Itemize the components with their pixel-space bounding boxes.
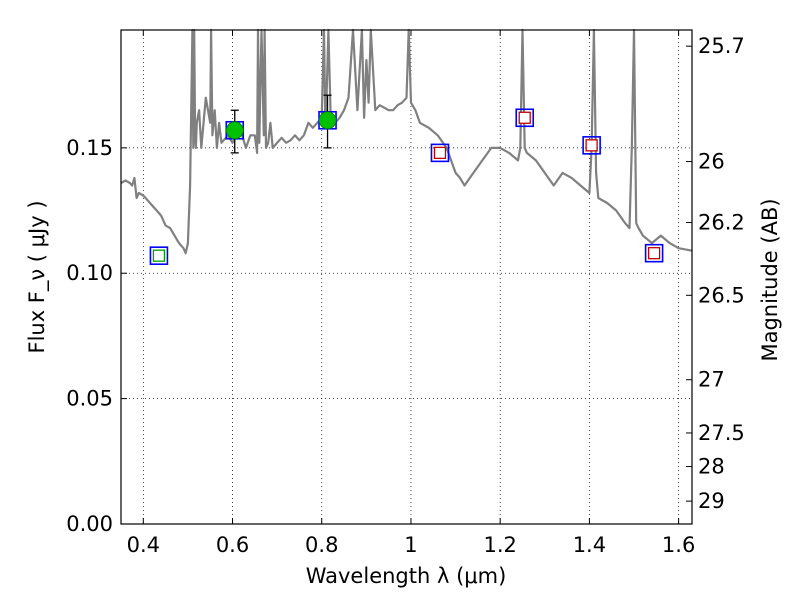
y-tick-label: 0.00: [66, 512, 113, 536]
model-point-outer-box: [582, 136, 601, 155]
y-tick-label: 0.10: [66, 261, 113, 285]
mag-tick-label: 25.7: [698, 34, 745, 58]
detection-point: [318, 111, 337, 130]
plot-frame: [120, 29, 693, 525]
model-point-inner-box: [518, 111, 531, 124]
mag-tick-label: 26.2: [698, 211, 745, 235]
mag-tick-label: 27.5: [698, 421, 745, 445]
axis-ticks: 0.4 0.6 0.8 1 1.2 1.4 1.6 0.00 0.05 0.10 0.15 25.7 2…: [66, 30, 745, 557]
x-axis-label: Wavelength λ (μm): [306, 564, 507, 588]
x-tick-label: 1.2: [483, 533, 516, 557]
y-axis-label: Flux F_ν ( μJy ): [25, 200, 50, 353]
right-axis-label: Magnitude (AB): [758, 198, 782, 361]
model-point-outer-box: [515, 108, 535, 128]
mag-tick-label: 26: [698, 150, 725, 174]
x-tick-label: 1: [404, 533, 417, 557]
template-spectrum-line: [120, 28, 693, 255]
model-point-inner-box: [585, 139, 598, 152]
y-tick-label: 0.05: [66, 387, 113, 411]
y-tick-label: 0.15: [66, 136, 113, 160]
plot-area: [120, 28, 693, 265]
model-point-outer-box: [430, 143, 450, 163]
model-point-outer-box: [644, 243, 664, 263]
model-point-outer-box: [149, 246, 169, 265]
x-tick-label: 0.4: [127, 533, 160, 557]
model-point-inner-box: [433, 146, 447, 160]
model-point-inner-box: [152, 249, 166, 262]
mag-tick-label: 26.5: [698, 283, 745, 307]
x-tick-label: 1.4: [573, 533, 606, 557]
mag-tick-label: 29: [698, 489, 725, 513]
mag-tick-label: 27: [698, 368, 725, 392]
x-tick-label: 0.8: [305, 533, 338, 557]
x-tick-label: 0.6: [216, 533, 249, 557]
model-point-inner-box: [647, 247, 661, 260]
detection-point: [225, 121, 244, 140]
mag-tick-label: 28: [698, 455, 725, 479]
x-tick-label: 1.6: [662, 533, 695, 557]
